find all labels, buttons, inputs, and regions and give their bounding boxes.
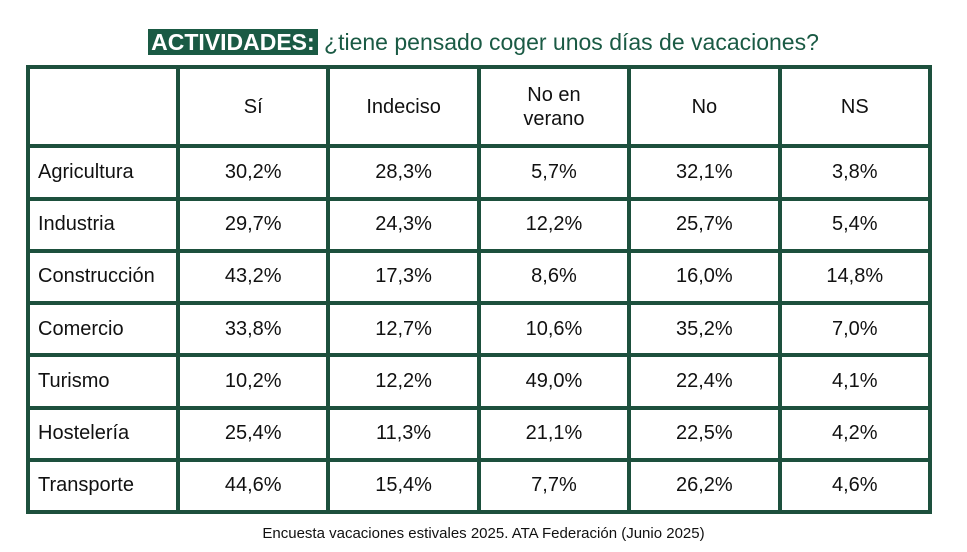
value-cell: 14,8%: [777, 248, 933, 306]
value-cell: 7,7%: [476, 457, 632, 515]
value-cell: 8,6%: [476, 248, 632, 306]
value-cell: 29,7%: [175, 196, 331, 253]
value-cell: 25,4%: [175, 405, 331, 462]
value-cell: 15,4%: [326, 457, 481, 515]
value-cell: 5,7%: [476, 144, 632, 201]
value-cell: 43,2%: [175, 248, 331, 306]
value-cell: 22,4%: [627, 353, 782, 410]
value-cell: 10,2%: [175, 353, 331, 410]
value-cell: 49,0%: [476, 353, 632, 410]
value-cell: 12,7%: [326, 301, 481, 358]
title-badge: ACTIVIDADES:: [148, 29, 318, 55]
value-cell: 11,3%: [326, 405, 481, 462]
header-cell: Indeciso: [326, 64, 481, 149]
value-cell: 26,2%: [627, 457, 782, 515]
table-row: Agricultura 30,2% 28,3% 5,7% 32,1% 3,8%: [26, 144, 933, 201]
value-cell: 22,5%: [627, 405, 782, 462]
value-cell: 4,6%: [777, 457, 933, 515]
value-cell: 4,2%: [777, 405, 933, 462]
row-label: Agricultura: [26, 144, 180, 201]
value-cell: 44,6%: [175, 457, 331, 515]
value-cell: 32,1%: [627, 144, 782, 201]
table-row: Construcción 43,2% 17,3% 8,6% 16,0% 14,8%: [26, 248, 933, 306]
value-cell: 33,8%: [175, 301, 331, 358]
header-cell: NS: [777, 64, 933, 149]
value-cell: 21,1%: [476, 405, 632, 462]
value-cell: 17,3%: [326, 248, 481, 306]
value-cell: 10,6%: [476, 301, 632, 358]
row-label: Comercio: [26, 301, 180, 358]
header-cell: Sí: [175, 64, 331, 149]
row-label: Turismo: [26, 353, 180, 410]
header-cell-empty: [26, 64, 180, 149]
value-cell: 3,8%: [777, 144, 933, 201]
value-cell: 25,7%: [627, 196, 782, 253]
table-row: Industria 29,7% 24,3% 12,2% 25,7% 5,4%: [26, 196, 933, 253]
source-footer: Encuesta vacaciones estivales 2025. ATA …: [262, 525, 705, 542]
row-label: Transporte: [26, 457, 180, 515]
value-cell: 16,0%: [627, 248, 782, 306]
table-row: Hostelería 25,4% 11,3% 21,1% 22,5% 4,2%: [26, 405, 933, 462]
value-cell: 24,3%: [326, 196, 481, 253]
value-cell: 12,2%: [476, 196, 632, 253]
table-row: Comercio 33,8% 12,7% 10,6% 35,2% 7,0%: [26, 301, 933, 358]
value-cell: 7,0%: [777, 301, 933, 358]
row-label: Hostelería: [26, 405, 180, 462]
data-table: Sí Indeciso No en verano No NS Agricultura 30,…: [26, 64, 933, 515]
header-cell: No: [627, 64, 782, 149]
table-row: Turismo 10,2% 12,2% 49,0% 22,4% 4,1%: [26, 353, 933, 410]
value-cell: 28,3%: [326, 144, 481, 201]
value-cell: 12,2%: [326, 353, 481, 410]
row-label: Industria: [26, 196, 180, 253]
header-cell: No en verano: [476, 64, 632, 149]
chart-title: ACTIVIDADES: ¿tiene pensado coger unos d…: [0, 26, 967, 58]
value-cell: 30,2%: [175, 144, 331, 201]
header-row: Sí Indeciso No en verano No NS: [26, 64, 933, 149]
value-cell: 4,1%: [777, 353, 933, 410]
row-label: Construcción: [26, 248, 180, 306]
value-cell: 35,2%: [627, 301, 782, 358]
table-row: Transporte 44,6% 15,4% 7,7% 26,2% 4,6%: [26, 457, 933, 515]
value-cell: 5,4%: [777, 196, 933, 253]
title-question: ¿tiene pensado coger unos días de vacaci…: [324, 29, 819, 55]
